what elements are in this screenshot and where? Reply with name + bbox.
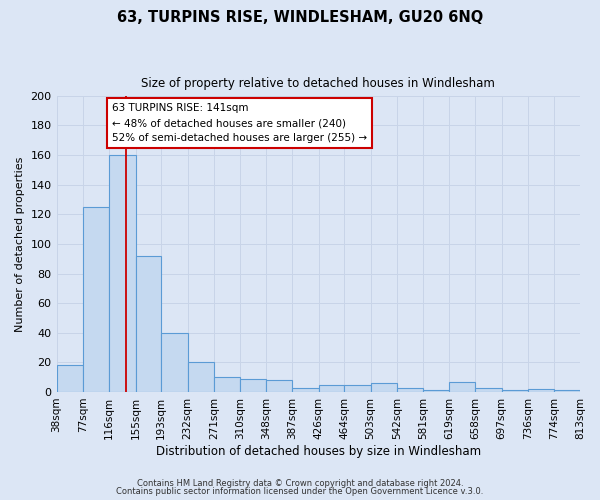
Bar [475,388,502,392]
Bar [109,155,136,392]
Bar [371,383,397,392]
Bar [56,366,83,392]
Bar [266,380,292,392]
Bar [188,362,214,392]
Bar [424,390,449,392]
Bar [83,207,109,392]
Text: 63, TURPINS RISE, WINDLESHAM, GU20 6NQ: 63, TURPINS RISE, WINDLESHAM, GU20 6NQ [117,10,483,25]
Bar [319,384,344,392]
X-axis label: Distribution of detached houses by size in Windlesham: Distribution of detached houses by size … [156,444,481,458]
Text: 63 TURPINS RISE: 141sqm
← 48% of detached houses are smaller (240)
52% of semi-d: 63 TURPINS RISE: 141sqm ← 48% of detache… [112,103,367,143]
Bar [136,256,161,392]
Bar [554,390,580,392]
Y-axis label: Number of detached properties: Number of detached properties [15,156,25,332]
Bar [502,390,528,392]
Bar [528,389,554,392]
Title: Size of property relative to detached houses in Windlesham: Size of property relative to detached ho… [142,78,495,90]
Bar [292,388,319,392]
Bar [344,384,371,392]
Bar [397,388,424,392]
Text: Contains HM Land Registry data © Crown copyright and database right 2024.: Contains HM Land Registry data © Crown c… [137,478,463,488]
Bar [214,377,240,392]
Text: Contains public sector information licensed under the Open Government Licence v.: Contains public sector information licen… [116,487,484,496]
Bar [449,382,475,392]
Bar [161,332,188,392]
Bar [240,378,266,392]
